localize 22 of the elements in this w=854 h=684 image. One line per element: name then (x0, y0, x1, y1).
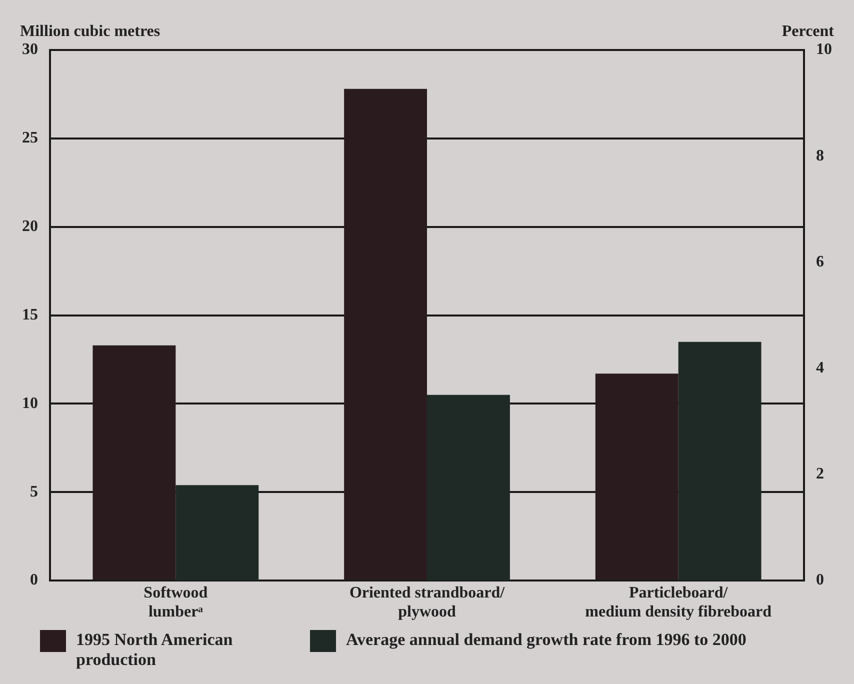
y2-tick-label: 6 (816, 253, 824, 270)
legend-label: Average annual demand growth rate from 1996 to 2000 (346, 630, 746, 650)
bar (344, 88, 427, 580)
y-tick-label: 5 (30, 483, 38, 500)
y-tick-label: 15 (22, 306, 38, 324)
y-axis-title: Million cubic metres (20, 23, 160, 40)
legend-label: 1995 North American production (76, 630, 234, 670)
y2-tick-label: 0 (816, 572, 824, 589)
x-tick-label: Softwood lumberᵃ (144, 584, 208, 621)
x-tick-label: Oriented strandboard/ plywood (349, 584, 506, 621)
y-tick-label: 0 (30, 572, 38, 589)
y2-axis-title: Percent (782, 23, 835, 40)
x-tick-label: Particleboard/ medium density fibreboard (585, 584, 772, 621)
y-tick-label: 20 (22, 218, 38, 236)
y-tick-label: 25 (22, 130, 38, 147)
y2-tick-label: 10 (816, 41, 832, 58)
y2-tick-label: 4 (816, 360, 824, 376)
bar (92, 345, 176, 580)
y2-tick-label: 2 (816, 466, 824, 483)
y-tick-label: 30 (22, 41, 38, 58)
y-tick-label: 10 (22, 394, 38, 412)
y2-tick-label: 8 (816, 147, 824, 164)
